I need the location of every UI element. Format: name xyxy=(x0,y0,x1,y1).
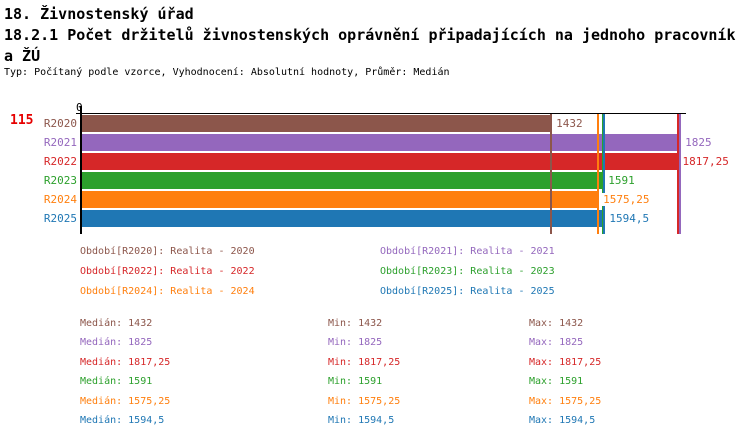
bar-value-label-R2021: 1825 xyxy=(683,136,714,149)
legend-item-R2020: Období[R2020]: Realita - 2020 xyxy=(80,246,255,257)
bar-value-label-R2022: 1817,25 xyxy=(680,155,731,168)
stat-max-R2024: Max: 1575,25 xyxy=(529,395,602,407)
row-count-badge: 115 xyxy=(10,113,34,128)
bar-chart: 0 R2020 R2021 R2022 R2023 R2024 R2025 1432 1825… xyxy=(43,101,731,234)
legend: Období[R2020]: Realita - 2020 Období[R202… xyxy=(0,240,750,300)
bar-R2021 xyxy=(82,134,681,151)
stat-median-R2025: Medián: 1594,5 xyxy=(80,415,165,426)
bar-value-label-R2025: 1594,5 xyxy=(607,212,652,225)
category-label-R2021: R2021 xyxy=(43,136,77,149)
stat-min-R2022: Min: 1817,25 xyxy=(328,356,401,368)
marker-line-R2022 xyxy=(676,114,679,234)
bar-R2025 xyxy=(82,210,605,227)
axis-left-line xyxy=(80,106,82,234)
stat-max-R2021: Max: 1825 xyxy=(529,337,584,349)
legend-item-R2022: Období[R2022]: Realita - 2022 xyxy=(80,266,255,277)
axis-top-line xyxy=(76,113,686,114)
category-label-R2023: R2023 xyxy=(43,174,77,187)
marker-line-R2024 xyxy=(597,114,600,234)
marker-line-R2025 xyxy=(603,114,606,234)
bar-R2023 xyxy=(82,172,604,189)
category-label-R2022: R2022 xyxy=(43,155,77,168)
stat-max-R2020: Max: 1432 xyxy=(529,318,584,329)
bar-value-label-R2020: 1432 xyxy=(554,117,585,130)
stat-median-R2022: Medián: 1817,25 xyxy=(80,356,171,368)
stat-min-R2025: Min: 1594,5 xyxy=(328,415,395,426)
stats-table: Medián: 1432 Min: 1432 Max: 1432 Medián: 18… xyxy=(0,310,750,430)
stat-median-R2023: Medián: 1591 xyxy=(80,376,153,388)
report-subtitle-line2: a ŽÚ xyxy=(4,47,41,65)
stat-median-R2021: Medián: 1825 xyxy=(80,337,153,349)
bar-value-label-R2024: 1575,25 xyxy=(601,193,652,206)
category-label-R2024: R2024 xyxy=(43,193,77,206)
bar-value-label-R2023: 1591 xyxy=(606,174,637,187)
axis-zero-label: 0 xyxy=(76,101,83,114)
bar-R2022 xyxy=(82,153,678,170)
stat-min-R2021: Min: 1825 xyxy=(328,337,383,349)
report-subtitle-line1: 18.2.1 Počet držitelů živnostenských opr… xyxy=(4,26,736,44)
stat-max-R2023: Max: 1591 xyxy=(529,376,584,388)
bar-R2024 xyxy=(82,191,599,208)
stat-median-R2024: Medián: 1575,25 xyxy=(80,395,171,407)
legend-item-R2024: Období[R2024]: Realita - 2024 xyxy=(80,286,255,297)
legend-item-R2021: Období[R2021]: Realita - 2021 xyxy=(380,246,555,257)
legend-item-R2025: Období[R2025]: Realita - 2025 xyxy=(380,286,555,297)
stat-max-R2025: Max: 1594,5 xyxy=(529,415,596,426)
stat-min-R2020: Min: 1432 xyxy=(328,318,383,329)
legend-item-R2023: Období[R2023]: Realita - 2023 xyxy=(380,266,555,277)
marker-line-R2023 xyxy=(602,114,605,234)
stat-min-R2023: Min: 1591 xyxy=(328,376,383,388)
stat-min-R2024: Min: 1575,25 xyxy=(328,395,401,407)
bar-R2020 xyxy=(82,115,552,132)
marker-line-R2020 xyxy=(550,114,553,234)
stat-median-R2020: Medián: 1432 xyxy=(80,318,153,329)
category-label-R2025: R2025 xyxy=(43,212,77,225)
plot-area: R2020 R2021 R2022 R2023 R2024 R2025 1432 1825 18… xyxy=(43,114,731,234)
stat-max-R2022: Max: 1817,25 xyxy=(529,356,602,368)
report-meta-line: Typ: Počítaný podle vzorce, Vyhodnocení:… xyxy=(4,67,450,78)
report-title: 18. Živnostenský úřad xyxy=(4,5,194,23)
category-label-R2020: R2020 xyxy=(43,117,77,130)
marker-line-R2021 xyxy=(679,114,682,234)
